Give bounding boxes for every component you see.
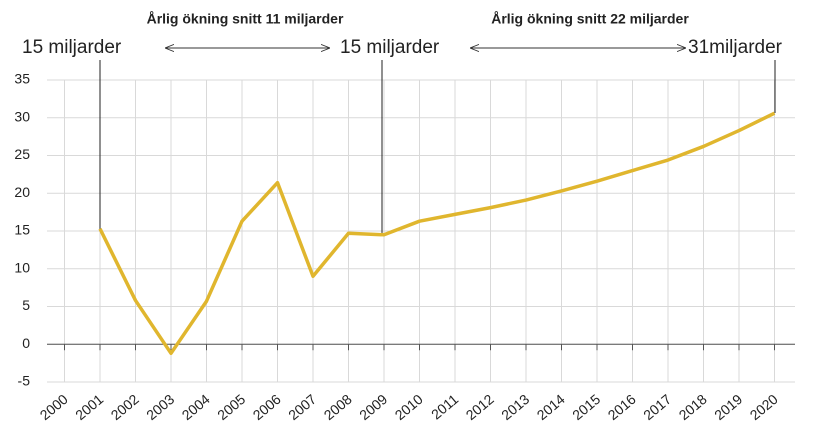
line	[98, 111, 776, 356]
x-tick-label: 2013	[498, 391, 532, 423]
y-tick-label: 5	[22, 297, 30, 313]
annotation: Årlig ökning snitt 22 miljarder	[491, 11, 689, 27]
y-tick-label: 20	[14, 184, 30, 200]
annotation: Årlig ökning snitt 11 miljarder	[147, 11, 344, 27]
x-tick-label: 2002	[108, 391, 142, 423]
y-tick-label: -5	[18, 373, 31, 389]
y-tick-label: 30	[14, 108, 30, 124]
x-tick-label: 2007	[285, 391, 319, 423]
annotation: 31miljarder	[688, 37, 783, 58]
grid	[47, 79, 795, 383]
x-tick-label: 2000	[37, 391, 71, 423]
x-tick-label: 2006	[250, 391, 284, 423]
x-tick-label: 2018	[676, 391, 710, 423]
y-tick-label: 35	[14, 71, 30, 87]
x-tick-label: 2005	[214, 391, 248, 423]
y-tick-label: 15	[14, 222, 30, 238]
y-tick-label: 10	[14, 259, 30, 275]
x-tick-label: 2020	[747, 391, 781, 423]
x-tick-label: 2015	[569, 391, 603, 423]
x-tick-label: 2001	[72, 391, 106, 423]
x-tick-label: 2004	[179, 391, 213, 423]
y-tick-label: 0	[22, 335, 30, 351]
x-tick-label: 2010	[392, 391, 426, 423]
annotation: 15 miljarder	[22, 37, 122, 58]
x-tick-label: 2011	[428, 391, 462, 423]
y-tick-label: 25	[14, 146, 30, 162]
x-tick-label: 2003	[143, 391, 177, 423]
x-tick-label: 2017	[640, 391, 674, 423]
x-tick-label: 2012	[463, 391, 497, 423]
x-tick-label: 2016	[605, 391, 639, 423]
x-tick-label: 2019	[711, 391, 745, 423]
x-tick-label: 2014	[534, 391, 568, 423]
annotation: 15 miljarder	[340, 37, 440, 58]
x-tick-label: 2008	[321, 391, 355, 423]
x-tick-label: 2009	[356, 391, 390, 423]
